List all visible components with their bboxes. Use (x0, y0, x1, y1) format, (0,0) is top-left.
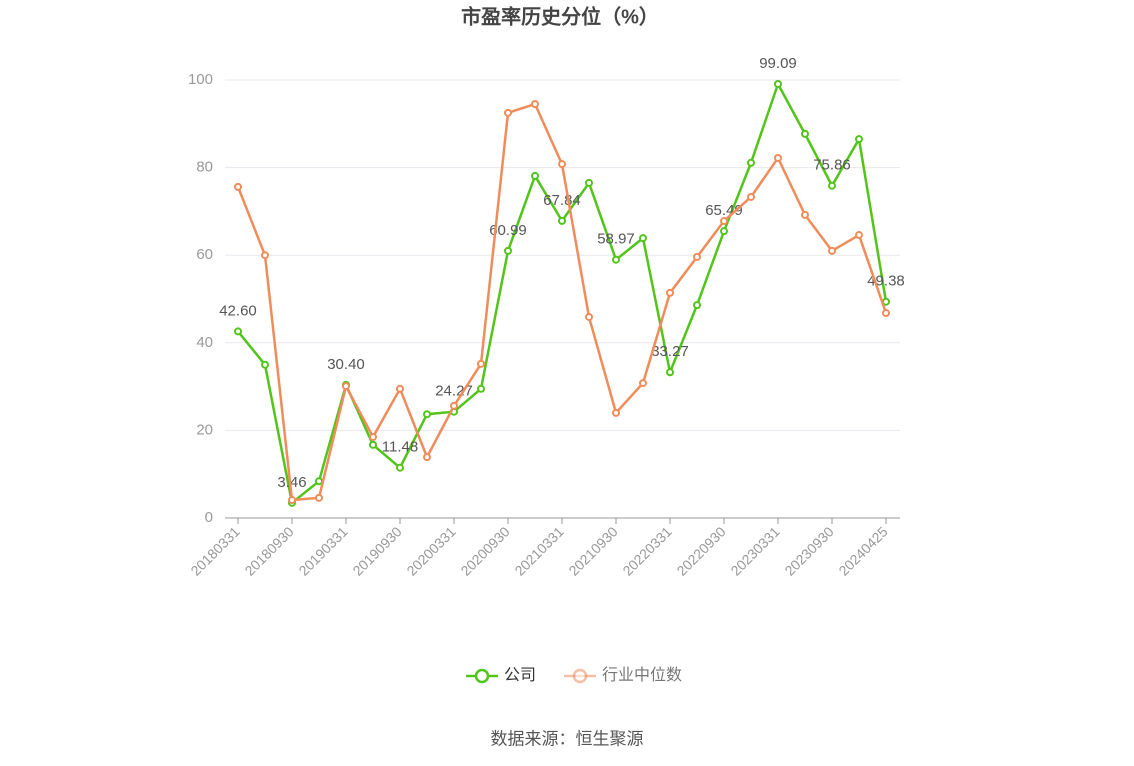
data-point (666, 288, 674, 297)
data-point (666, 368, 674, 377)
data-point (423, 453, 431, 462)
data-point (234, 327, 242, 336)
data-point (747, 158, 755, 167)
data-label: 11.48 (382, 439, 418, 456)
x-tick-label: 20210930 (565, 523, 621, 579)
legend-label: 公司 (504, 667, 536, 684)
y-tick-label: 60 (196, 246, 213, 263)
data-point (720, 227, 728, 236)
data-point (261, 360, 269, 369)
data-point (369, 432, 377, 441)
legend-marker (572, 668, 588, 684)
x-tick-label: 20230331 (727, 523, 783, 579)
data-point (774, 79, 782, 88)
x-tick-label: 20220930 (673, 523, 729, 579)
x-tick-label: 20180331 (187, 523, 243, 579)
y-tick-label: 20 (196, 421, 213, 438)
x-tick-label: 20230930 (781, 523, 837, 579)
y-tick-label: 100 (188, 71, 213, 88)
data-point (693, 301, 701, 310)
data-point (369, 440, 377, 449)
legend-item: 公司 (466, 667, 536, 684)
x-tick-label: 20180930 (241, 523, 297, 579)
data-point (315, 493, 323, 502)
data-point (531, 100, 539, 109)
data-label: 75.86 (813, 157, 851, 174)
data-point (693, 252, 701, 261)
data-point (558, 216, 566, 225)
x-tick-label: 20220331 (619, 523, 675, 579)
x-tick-label: 20200331 (403, 523, 459, 579)
data-label: 42.60 (219, 302, 257, 319)
data-point (747, 192, 755, 201)
chart-title: 市盈率历史分位（%） (461, 4, 659, 28)
x-tick-label: 20210331 (511, 523, 567, 579)
data-point (477, 359, 485, 368)
data-point (774, 153, 782, 162)
data-label: 67.84 (543, 192, 581, 209)
data-point (801, 210, 809, 219)
legend-label: 行业中位数 (602, 666, 682, 684)
data-point (261, 251, 269, 260)
data-label: 65.49 (705, 202, 743, 219)
data-point (558, 160, 566, 169)
legend-item: 行业中位数 (564, 666, 682, 684)
data-label: 99.09 (759, 55, 797, 72)
x-tick-label: 20240425 (835, 523, 891, 579)
x-tick-label: 20190331 (295, 523, 351, 579)
data-point (801, 129, 809, 138)
source: 数据来源：恒生聚源 (491, 729, 644, 748)
data-point (720, 217, 728, 226)
data-point (396, 384, 404, 393)
data-point (855, 135, 863, 144)
data-label: 58.97 (597, 231, 635, 248)
x-tick-label: 20190930 (349, 523, 405, 579)
data-point (639, 234, 647, 243)
legend-marker (474, 668, 490, 684)
data-point (504, 246, 512, 255)
data-point (639, 379, 647, 388)
data-point (396, 463, 404, 472)
data-point (855, 231, 863, 240)
data-point (342, 382, 350, 391)
data-point (315, 477, 323, 486)
series-line (237, 80, 888, 506)
data-label: 3.46 (277, 474, 306, 491)
data-point (288, 496, 296, 505)
y-tick-label: 0 (205, 509, 213, 526)
data-label: 30.40 (327, 356, 365, 373)
data-label: 33.27 (651, 343, 689, 360)
data-label: 60.99 (489, 222, 527, 239)
data-point (585, 178, 593, 187)
data-point (882, 309, 890, 318)
y-tick-label: 40 (196, 334, 213, 351)
data-point (828, 246, 836, 255)
x-tick-label: 20200930 (457, 523, 513, 579)
data-label: 24.27 (435, 383, 473, 400)
data-point (585, 312, 593, 321)
data-point (423, 410, 431, 419)
data-point (450, 401, 458, 410)
y-tick-label: 80 (196, 159, 213, 176)
data-point (234, 182, 242, 191)
data-point (612, 255, 620, 264)
data-point (828, 181, 836, 190)
data-point (531, 171, 539, 180)
data-point (477, 384, 485, 393)
data-point (612, 408, 620, 417)
data-point (504, 108, 512, 117)
